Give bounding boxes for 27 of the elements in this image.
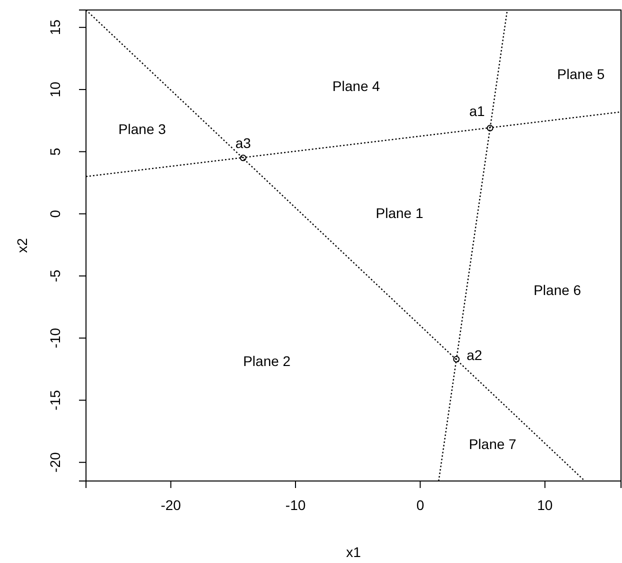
- y-tick-label: 15: [47, 19, 63, 36]
- annotation: Plane 6: [534, 282, 582, 298]
- x-axis-title: x1: [346, 544, 362, 560]
- annotation: a2: [466, 347, 482, 364]
- annotation: Plane 2: [243, 352, 291, 369]
- y-tick-label: -10: [47, 328, 63, 348]
- point: [240, 154, 246, 162]
- point: [486, 124, 494, 132]
- y-tick-label: -20: [47, 452, 63, 472]
- y-tick-label: 10: [47, 82, 63, 98]
- annotation: Plane 3: [118, 121, 166, 138]
- annotation: a1: [469, 102, 486, 119]
- point: [453, 356, 460, 362]
- annotation: Plane 1: [376, 204, 424, 221]
- annotation: Plane 5: [557, 66, 605, 82]
- x-tick-label: -10: [285, 496, 306, 513]
- y-tick-label: -5: [47, 270, 63, 282]
- x-tick-label: -20: [160, 496, 182, 513]
- y-axis-title: x2: [14, 238, 30, 253]
- annotation: a3: [235, 134, 252, 151]
- y-tick-label: 5: [47, 148, 63, 156]
- x-tick-label: 0: [416, 496, 424, 513]
- annotation: Plane 7: [468, 436, 517, 452]
- annotation: Plane 4: [332, 78, 380, 94]
- x-tick-label: 10: [537, 496, 553, 513]
- y-tick-label: -15: [47, 390, 63, 410]
- y-tick-label: 0: [47, 210, 63, 218]
